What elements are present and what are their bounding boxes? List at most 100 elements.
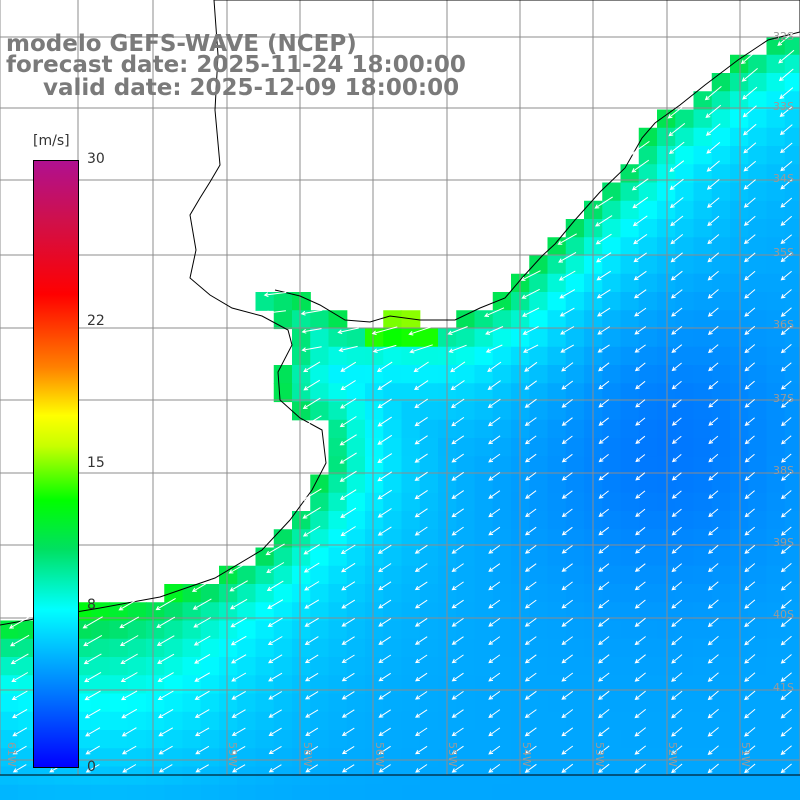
wind-arrow <box>630 140 650 155</box>
wind-cell <box>748 273 768 293</box>
wind-arrow <box>339 470 357 482</box>
wind-cell <box>730 474 749 494</box>
wind-cell <box>638 328 658 348</box>
wind-arrow <box>488 636 501 646</box>
wind-arrow <box>744 599 756 609</box>
wind-cell <box>638 419 658 439</box>
wind-arrow <box>378 709 391 718</box>
wind-arrow <box>85 727 101 737</box>
wind-arrow <box>415 745 428 755</box>
wind-arrow <box>631 178 649 191</box>
wind-cell <box>346 730 366 749</box>
wind-cell <box>365 346 384 366</box>
wind-arrow <box>268 709 282 718</box>
wind-cell <box>748 602 768 622</box>
wind-arrow <box>447 326 468 335</box>
wind-cell <box>620 748 640 768</box>
wind-cell <box>711 529 731 549</box>
wind-cell <box>547 748 567 768</box>
wind-arrow <box>561 727 574 737</box>
wind-arrow <box>488 544 501 554</box>
wind-cell <box>730 693 749 713</box>
wind-cell <box>565 748 585 768</box>
wind-arrow <box>338 345 358 353</box>
wind-cell <box>620 255 640 275</box>
wind-cell <box>784 127 800 147</box>
wind-cell <box>419 565 439 585</box>
wind-arrow <box>267 636 283 646</box>
wind-cell <box>602 784 622 800</box>
wind-arrow <box>232 764 246 773</box>
wind-arrow <box>671 307 683 317</box>
wind-cell <box>711 292 731 311</box>
wind-cell <box>547 784 567 800</box>
wind-cell <box>401 310 421 330</box>
wind-cell <box>730 657 749 676</box>
wind-cell <box>292 310 311 330</box>
wind-cell <box>419 638 439 658</box>
wind-cell <box>164 766 184 786</box>
wind-cell <box>638 529 658 549</box>
wind-arrow <box>230 654 247 664</box>
wind-arrow <box>744 344 756 354</box>
wind-cell <box>620 383 640 403</box>
wind-cell <box>456 346 476 366</box>
wind-cell <box>492 511 512 530</box>
wind-cell <box>310 584 330 603</box>
wind-arrow <box>377 398 392 409</box>
wind-cell <box>529 273 549 293</box>
wind-cell <box>474 565 494 585</box>
latitude-label: 36S <box>773 318 794 331</box>
wind-cell <box>565 529 585 549</box>
longitude-label: 51W <box>739 742 752 767</box>
wind-arrow <box>378 599 392 609</box>
wind-arrow <box>631 159 650 173</box>
wind-cell <box>109 620 129 640</box>
wind-cell <box>346 675 366 695</box>
wind-cell <box>492 474 512 494</box>
wind-arrow <box>744 399 755 408</box>
wind-arrow <box>229 580 248 592</box>
wind-cell <box>237 602 257 622</box>
wind-cell <box>657 146 676 165</box>
wind-cell <box>675 164 695 184</box>
wind-arrow <box>780 690 792 701</box>
wind-arrow <box>414 617 428 627</box>
wind-arrow <box>706 179 720 190</box>
wind-cell <box>693 273 713 293</box>
wind-cell <box>419 584 439 603</box>
wind-cell <box>529 784 549 800</box>
wind-cell <box>127 602 147 622</box>
wind-arrow <box>744 289 756 299</box>
wind-arrow <box>341 636 355 645</box>
wind-cell <box>328 419 348 439</box>
wind-cell <box>474 584 494 603</box>
wind-cell <box>602 529 622 549</box>
wind-cell <box>456 565 476 585</box>
wind-cell <box>784 693 800 713</box>
latitude-label: 37S <box>773 392 794 405</box>
wind-arrow <box>780 599 792 609</box>
wind-arrow <box>488 763 501 773</box>
wind-cell <box>547 511 567 530</box>
wind-cell <box>638 273 658 293</box>
wind-cell <box>109 657 129 676</box>
wind-cell <box>693 237 713 257</box>
wind-arrow <box>451 727 464 737</box>
wind-cell <box>292 620 311 640</box>
wind-cell <box>565 565 585 585</box>
wind-arrow <box>341 654 355 664</box>
wind-cell <box>474 784 494 800</box>
wind-cell <box>0 657 19 676</box>
wind-cell <box>693 200 713 220</box>
wind-cell <box>310 511 330 530</box>
wind-cell <box>273 584 293 603</box>
wind-cell <box>182 693 202 713</box>
wind-cell <box>91 620 111 640</box>
wind-cell <box>766 438 786 457</box>
wind-cell <box>127 693 147 713</box>
wind-arrow <box>744 435 755 445</box>
wind-arrow <box>598 508 610 518</box>
wind-cell <box>693 310 713 330</box>
wind-cell <box>638 401 658 421</box>
